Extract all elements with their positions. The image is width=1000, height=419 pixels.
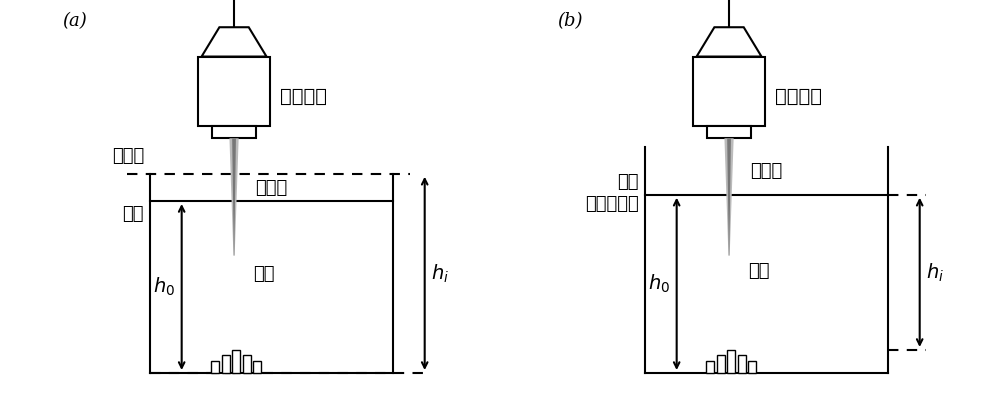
Bar: [707, 126, 751, 138]
Text: $h_i$: $h_i$: [926, 261, 944, 284]
Bar: [212, 126, 256, 138]
Bar: [253, 361, 261, 373]
Polygon shape: [727, 138, 731, 256]
Text: 液面: 液面: [122, 205, 144, 223]
Polygon shape: [697, 27, 762, 57]
Text: 光学探头: 光学探头: [775, 87, 822, 106]
Polygon shape: [724, 138, 734, 256]
Text: 参考面: 参考面: [112, 147, 144, 165]
Text: 镖件: 镖件: [748, 262, 769, 280]
Polygon shape: [202, 27, 267, 57]
Text: 液面
（参考面）: 液面 （参考面）: [585, 173, 639, 213]
Bar: [706, 361, 714, 373]
Polygon shape: [232, 138, 236, 256]
Bar: [243, 355, 251, 373]
Bar: [738, 355, 746, 373]
Text: 电镇池: 电镇池: [255, 178, 287, 197]
Bar: [198, 57, 270, 126]
Bar: [232, 350, 240, 373]
Text: $h_0$: $h_0$: [153, 276, 175, 298]
Bar: [211, 361, 219, 373]
Text: (b): (b): [557, 13, 583, 31]
Text: $h_0$: $h_0$: [648, 273, 670, 295]
Bar: [717, 355, 725, 373]
Text: 镖件: 镖件: [253, 266, 274, 283]
Bar: [222, 355, 230, 373]
Bar: [748, 361, 756, 373]
Text: 电镇池: 电镇池: [750, 162, 782, 180]
Text: 光学探头: 光学探头: [280, 87, 327, 106]
Bar: [693, 57, 765, 126]
Polygon shape: [229, 138, 239, 256]
Bar: [727, 350, 735, 373]
Text: $h_i$: $h_i$: [431, 262, 449, 285]
Text: (a): (a): [62, 13, 87, 31]
